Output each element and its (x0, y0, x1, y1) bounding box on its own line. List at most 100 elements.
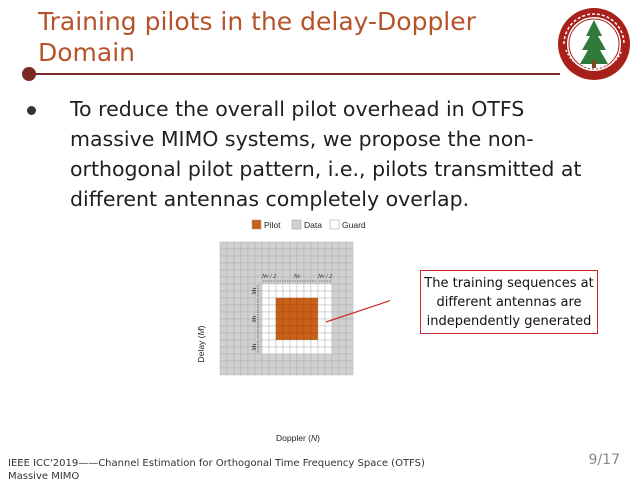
data-cell (268, 248, 277, 257)
pilot-cell (282, 325, 291, 334)
data-cell (303, 255, 312, 264)
data-cell (345, 248, 354, 257)
data-cell (254, 360, 263, 369)
legend-data-swatch (291, 219, 302, 230)
data-cell (261, 360, 270, 369)
data-cell (240, 367, 249, 376)
data-cell (331, 360, 340, 369)
guard-cell (317, 339, 326, 348)
data-cell (275, 262, 284, 271)
data-cell (331, 297, 340, 306)
data-cell (226, 290, 235, 299)
data-cell (226, 311, 235, 320)
data-cell (226, 332, 235, 341)
data-cell (338, 353, 347, 362)
data-cell (219, 346, 228, 355)
data-cell (233, 248, 242, 257)
data-cell (324, 262, 333, 271)
data-cell (282, 262, 291, 271)
guard-cell (261, 297, 270, 306)
data-cell (247, 269, 256, 278)
pilot-cell (275, 332, 284, 341)
data-cell (317, 255, 326, 264)
guard-cell (324, 332, 333, 341)
data-cell (233, 297, 242, 306)
data-cell (296, 353, 305, 362)
data-cell (289, 262, 298, 271)
data-cell (345, 283, 354, 292)
data-cell (233, 304, 242, 313)
pilot-cell (275, 297, 284, 306)
data-cell (247, 262, 256, 271)
guard-cell (317, 290, 326, 299)
data-cell (303, 360, 312, 369)
guard-cell (268, 304, 277, 313)
data-cell (303, 276, 312, 285)
data-cell (268, 241, 277, 250)
data-cell (296, 248, 305, 257)
data-cell (254, 255, 263, 264)
pilot-cell (275, 304, 284, 313)
data-cell (233, 367, 242, 376)
data-cell (310, 255, 319, 264)
data-cell (233, 353, 242, 362)
pilot-cell (296, 332, 305, 341)
data-cell (233, 360, 242, 369)
guard-cell (310, 283, 319, 292)
data-cell (310, 353, 319, 362)
data-cell (331, 241, 340, 250)
delay-dimension-label: Mτ (252, 343, 258, 352)
data-cell (247, 367, 256, 376)
data-cell (254, 325, 263, 334)
guard-cell (303, 339, 312, 348)
data-cell (317, 248, 326, 257)
data-cell (247, 325, 256, 334)
data-cell (324, 353, 333, 362)
data-cell (289, 353, 298, 362)
data-cell (345, 297, 354, 306)
pilot-cell (310, 318, 319, 327)
data-cell (268, 262, 277, 271)
doppler-dimension-label: Nv / 2 (317, 274, 332, 280)
legend-guard-label: Guard (342, 220, 366, 230)
data-cell (261, 367, 270, 376)
pilot-cell (303, 297, 312, 306)
data-cell (275, 367, 284, 376)
guard-cell (282, 290, 291, 299)
data-cell (338, 297, 347, 306)
data-cell (254, 332, 263, 341)
data-cell (338, 283, 347, 292)
delay-dimension-label: Mτ (252, 315, 258, 324)
data-cell (240, 255, 249, 264)
data-cell (240, 346, 249, 355)
pilot-cell (303, 304, 312, 313)
guard-cell (275, 283, 284, 292)
data-cell (275, 248, 284, 257)
guard-cell (268, 283, 277, 292)
data-cell (219, 325, 228, 334)
data-cell (345, 318, 354, 327)
guard-cell (282, 283, 291, 292)
pilot-cell (310, 297, 319, 306)
data-cell (331, 367, 340, 376)
y-axis-label: Delay (M) (196, 325, 206, 362)
pilot-cell (310, 325, 319, 334)
data-cell (226, 304, 235, 313)
guard-cell (296, 346, 305, 355)
data-cell (254, 304, 263, 313)
guard-cell (261, 332, 270, 341)
data-cell (296, 255, 305, 264)
data-cell (226, 276, 235, 285)
data-cell (261, 255, 270, 264)
data-cell (317, 353, 326, 362)
data-cell (268, 367, 277, 376)
pilot-cell (289, 304, 298, 313)
guard-cell (261, 318, 270, 327)
guard-cell (261, 339, 270, 348)
guard-cell (268, 346, 277, 355)
data-cell (247, 304, 256, 313)
guard-cell (268, 297, 277, 306)
data-cell (233, 332, 242, 341)
data-cell (338, 339, 347, 348)
data-cell (289, 360, 298, 369)
